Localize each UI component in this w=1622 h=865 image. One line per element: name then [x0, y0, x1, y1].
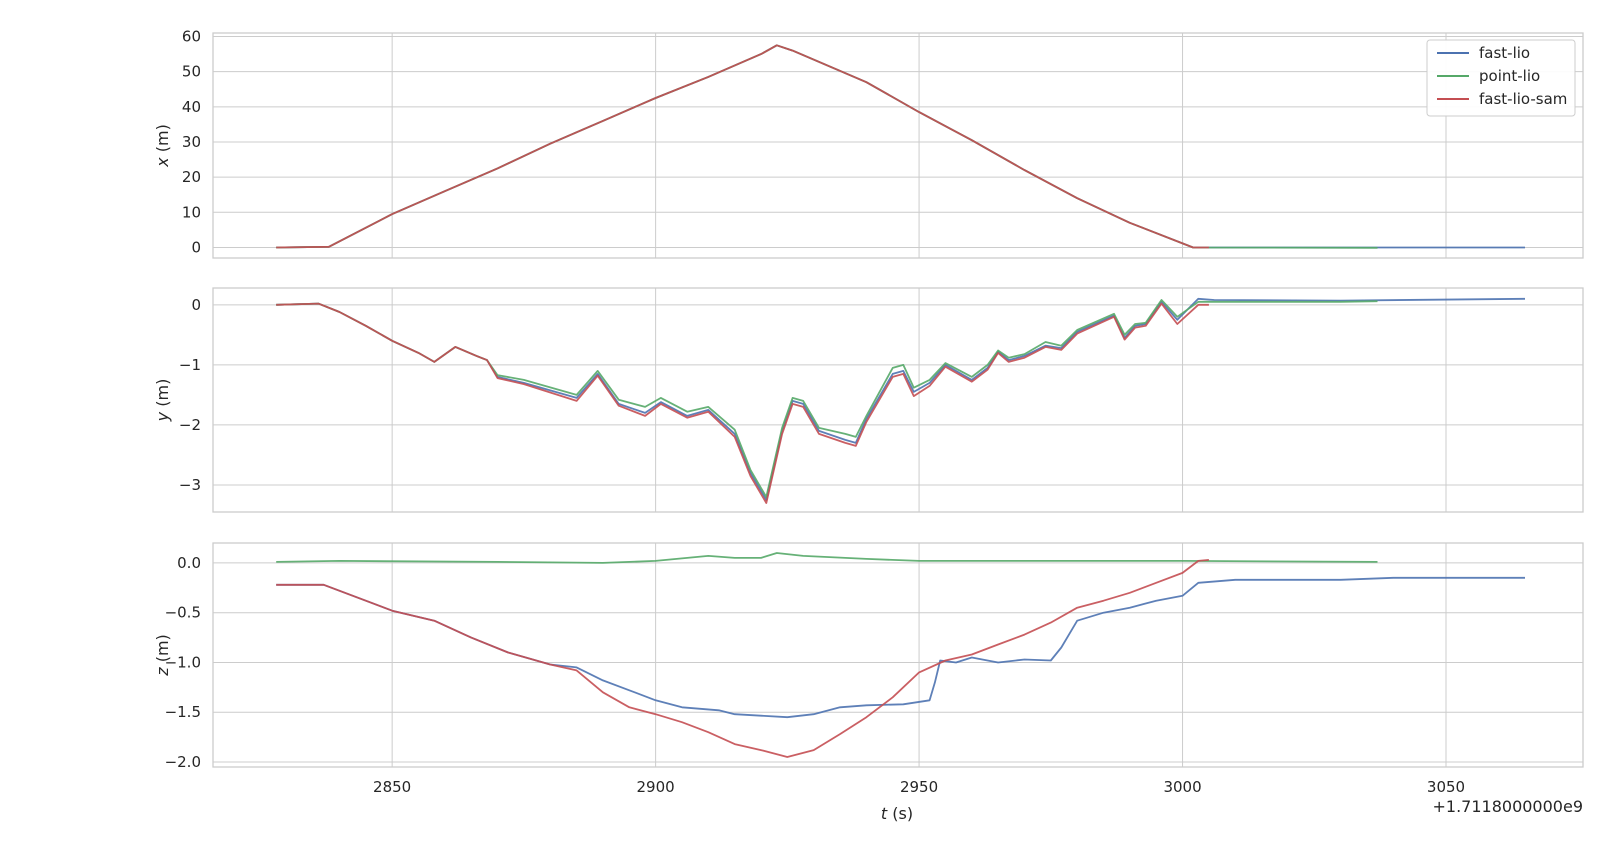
y-tick-label: 30	[182, 133, 201, 151]
y-tick-label: −1	[179, 356, 201, 374]
y-tick-label: 60	[182, 28, 201, 46]
y-axis-label: x (m)	[153, 124, 172, 168]
y-tick-label: 10	[182, 203, 201, 221]
subplot-frame	[212, 32, 1584, 259]
series-line-point-lio	[276, 299, 1378, 498]
y-tick-label: 40	[182, 98, 201, 116]
subplots: 0 10 20 30 40 50 60 x (m) −3 −2 −1 0 y (m) −2.0 −1.5 −1…	[153, 28, 1584, 771]
x-tick-label: 2900	[637, 778, 675, 796]
series-line-fast-lio	[276, 297, 1526, 501]
legend-label-point-lio: point-lio	[1479, 67, 1540, 85]
x-tick-labels: 2850 2900 2950 3000 3050	[373, 778, 1465, 796]
x-tick-label: 3050	[1427, 778, 1465, 796]
legend: fast-lio point-lio fast-lio-sam	[1426, 39, 1576, 117]
y-tick-label: 0	[191, 238, 201, 256]
series-line-fast-lio-sam	[276, 302, 1209, 504]
x-tick-label: 3000	[1163, 778, 1201, 796]
y-tick-label: −0.5	[165, 604, 201, 622]
series-line-fast-lio-sam	[276, 559, 1209, 758]
y-tick-label: 20	[182, 168, 201, 186]
x-tick-label: 2950	[900, 778, 938, 796]
y-axis-label: y (m)	[153, 379, 172, 423]
subplot-z: −2.0 −1.5 −1.0 −0.5 0.0 z (m)	[153, 542, 1584, 771]
series-line-fast-lio	[276, 44, 1525, 249]
x-axis-label: t (s)	[881, 804, 913, 823]
series-line-fast-lio	[276, 576, 1525, 719]
y-tick-label: −1.0	[165, 653, 201, 671]
y-tick-label: 0	[191, 296, 201, 314]
series-line-fast-lio-sam	[276, 44, 1209, 249]
y-tick-label: 50	[182, 63, 201, 81]
legend-label-fast-lio-sam: fast-lio-sam	[1479, 90, 1567, 108]
x-tick-label: 2850	[373, 778, 411, 796]
series-line-point-lio	[276, 552, 1378, 564]
y-tick-label: −3	[179, 476, 201, 494]
series-line-point-lio	[276, 44, 1378, 249]
legend-box	[1426, 39, 1576, 117]
y-tick-label: −2.0	[165, 753, 201, 771]
y-axis-label: z (m)	[153, 634, 172, 677]
subplot-frame	[212, 287, 1584, 513]
y-tick-label: −1.5	[165, 703, 201, 721]
legend-label-fast-lio: fast-lio	[1479, 44, 1530, 62]
y-tick-label: 0.0	[177, 554, 201, 572]
subplot-y: −3 −2 −1 0 y (m)	[153, 287, 1584, 513]
subplot-x: 0 10 20 30 40 50 60 x (m)	[153, 28, 1584, 259]
subplot-frame	[212, 542, 1584, 768]
x-offset-label: +1.7118000000e9	[1433, 797, 1584, 816]
y-tick-label: −2	[179, 416, 201, 434]
